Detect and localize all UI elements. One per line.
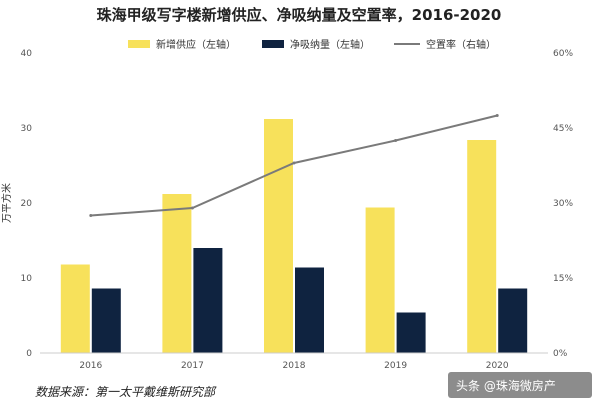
left-axis-ticks: 0 10 20 30 40 xyxy=(21,49,33,359)
left-tick-label: 10 xyxy=(21,274,33,284)
watermark-background xyxy=(448,372,592,398)
left-tick-label: 0 xyxy=(26,349,32,359)
vacancy-point-2020 xyxy=(495,114,499,117)
right-tick-label: 0% xyxy=(553,349,568,359)
x-tick-label: 2020 xyxy=(486,361,509,371)
bar-net-absorption-2020 xyxy=(498,288,528,353)
vacancy-point-2016 xyxy=(89,214,93,217)
watermark-text: 头条 @珠海微房产 xyxy=(456,378,556,393)
left-tick-label: 20 xyxy=(21,199,33,209)
vacancy-point-2018 xyxy=(292,161,296,165)
vacancy-line-series xyxy=(89,114,499,217)
right-tick-label: 45% xyxy=(553,124,573,134)
bar-net-absorption-2019 xyxy=(396,312,426,353)
y-axis-label: 万平方米 xyxy=(0,183,13,223)
right-tick-label: 15% xyxy=(553,274,573,284)
bar-new-supply-2018 xyxy=(264,119,293,353)
legend-swatch-net-absorption xyxy=(262,40,284,48)
bar-net-absorption-2018 xyxy=(295,267,324,353)
legend: 新增供应（左轴） 净吸纳量（左轴） 空置率（右轴） xyxy=(128,38,496,51)
legend-label-new-supply: 新增供应（左轴） xyxy=(156,38,236,51)
left-tick-label: 40 xyxy=(21,49,33,59)
right-tick-label: 60% xyxy=(553,49,573,59)
chart-title: 珠海甲级写字楼新增供应、净吸纳量及空置率，2016-2020 xyxy=(97,6,502,24)
legend-swatch-new-supply xyxy=(128,40,150,48)
watermark: 头条 @珠海微房产 xyxy=(448,372,592,398)
x-axis-ticks: 2016 2017 2018 2019 2020 xyxy=(79,361,509,371)
legend-label-net-absorption: 净吸纳量（左轴） xyxy=(290,38,370,51)
bar-new-supply-2020 xyxy=(467,140,497,353)
legend-label-vacancy: 空置率（右轴） xyxy=(426,38,496,51)
x-tick-label: 2019 xyxy=(384,361,407,371)
vacancy-point-2017 xyxy=(190,206,194,210)
right-tick-label: 30% xyxy=(553,199,573,209)
x-tick-label: 2017 xyxy=(181,361,204,371)
vacancy-point-2019 xyxy=(394,139,398,142)
bars xyxy=(60,119,528,353)
bar-new-supply-2017 xyxy=(162,194,192,353)
left-tick-label: 30 xyxy=(21,124,33,134)
right-axis-ticks: 0% 15% 30% 45% 60% xyxy=(553,49,573,359)
bar-new-supply-2019 xyxy=(365,207,395,353)
bar-net-absorption-2016 xyxy=(91,288,121,353)
x-tick-label: 2016 xyxy=(79,361,102,371)
bar-new-supply-2016 xyxy=(60,264,90,353)
bar-net-absorption-2017 xyxy=(193,248,223,353)
source-note: 数据来源：第一太平戴维斯研究部 xyxy=(35,385,217,399)
x-tick-label: 2018 xyxy=(283,361,306,371)
